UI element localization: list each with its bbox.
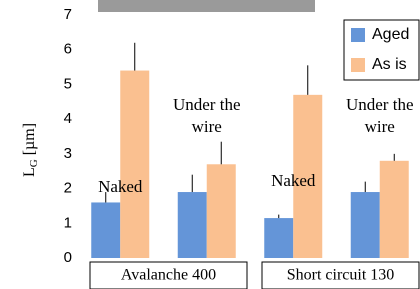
bar [207, 164, 236, 258]
category-label: Under the wire [172, 94, 242, 138]
legend-swatch [351, 28, 365, 42]
y-label-main: L [21, 167, 38, 177]
bar [120, 71, 149, 258]
y-tick-label: 5 [64, 75, 72, 92]
chart: LG [µm] 0 1 2 3 4 5 6 7 Avalanche 400 Short circui… [0, 0, 420, 289]
category-label: Under the wire [345, 94, 415, 138]
y-label-sub: G [28, 159, 40, 167]
y-tick-label: 0 [64, 249, 72, 266]
legend-label: As is [372, 56, 407, 73]
y-axis-label: LG [µm] [21, 123, 40, 177]
category-label: Naked [248, 170, 338, 192]
category-label: Naked [75, 176, 165, 198]
y-label-unit: [µm] [21, 123, 38, 155]
bar [351, 192, 380, 258]
photo-strip [98, 0, 315, 12]
y-tick-label: 4 [64, 110, 72, 127]
y-tick-label: 1 [64, 214, 72, 231]
page: LG [µm] 0 1 2 3 4 5 6 7 Avalanche 400 Short circui… [0, 0, 420, 289]
y-tick-label: 2 [64, 180, 72, 197]
legend-label: Aged [372, 26, 409, 43]
bar [380, 161, 409, 258]
group-label: Short circuit 130 [287, 267, 395, 284]
bar [178, 192, 207, 258]
y-tick-label: 6 [64, 41, 72, 58]
group-label: Avalanche 400 [121, 267, 216, 284]
bar [91, 202, 120, 258]
bar [264, 218, 293, 258]
y-tick-label: 7 [64, 6, 72, 23]
legend-swatch [351, 58, 365, 72]
y-tick-label: 3 [64, 145, 72, 162]
